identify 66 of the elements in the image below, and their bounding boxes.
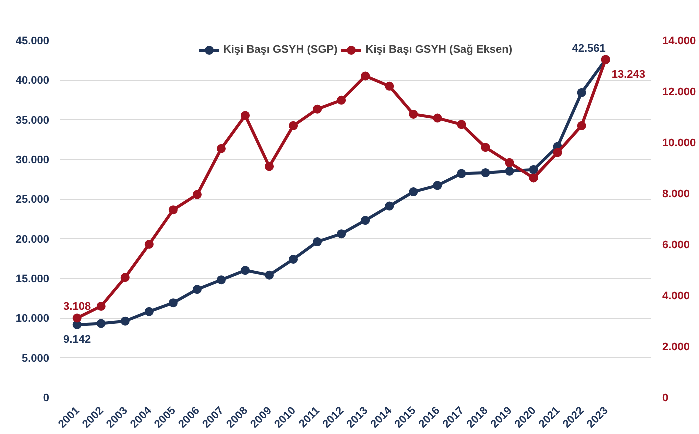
point: [409, 188, 418, 197]
y-tick-label: 20.000: [16, 234, 50, 246]
point: [289, 254, 298, 264]
point: [385, 202, 394, 211]
legend-label: Kişi Başı GSYH (Sağ Eksen): [366, 44, 513, 56]
y2-tick-label: 4.000: [662, 290, 690, 302]
point: [120, 316, 130, 326]
y-tick-label: 10.000: [16, 313, 50, 326]
point: [529, 165, 538, 174]
point: [144, 240, 154, 249]
point: [505, 166, 514, 176]
point: [313, 104, 322, 114]
point: [120, 273, 130, 282]
point: [529, 174, 538, 183]
point: [361, 216, 370, 226]
data-label: 13.243: [612, 68, 646, 81]
y-tick-label: 25.000: [16, 194, 50, 206]
y2-tick-label: 12.000: [662, 86, 696, 98]
point: [457, 169, 466, 178]
point: [433, 181, 442, 190]
point: [168, 298, 178, 308]
point: [192, 285, 202, 294]
y-tick-label: 40.000: [16, 75, 50, 88]
point: [240, 111, 250, 120]
y-tick-label: 30.000: [16, 154, 50, 166]
point: [96, 302, 106, 311]
point: [72, 314, 82, 323]
point: [385, 82, 394, 91]
point: [457, 120, 466, 130]
y2-tick-label: 6.000: [662, 240, 690, 252]
point: [553, 148, 562, 158]
point: [361, 72, 370, 81]
y-tick-label: 0: [43, 392, 50, 404]
point: [216, 144, 226, 154]
y-tick-label: 15.000: [16, 274, 50, 286]
point: [313, 238, 322, 246]
legend-label: Kişi Başı GSYH (SGP): [223, 44, 338, 56]
y-tick-label: 35.000: [16, 114, 50, 127]
point: [192, 190, 202, 200]
data-label: 42.561: [572, 42, 606, 55]
y-tick-label: 5.000: [22, 352, 50, 365]
y2-tick-label: 14.000: [662, 36, 696, 48]
point: [337, 230, 346, 239]
point: [168, 206, 178, 215]
point: [409, 110, 418, 119]
data-label: 9.142: [64, 334, 92, 346]
point: [289, 121, 298, 130]
data-label: 3.108: [64, 301, 92, 314]
y2-tick-label: 2.000: [662, 342, 690, 354]
point: [481, 168, 490, 178]
point: [240, 266, 250, 276]
y2-tick-label: 0: [662, 392, 669, 404]
point: [505, 158, 514, 168]
point: [265, 162, 274, 172]
point: [216, 276, 226, 285]
point: [96, 319, 106, 328]
point: [144, 307, 154, 316]
point: [577, 121, 586, 130]
point: [577, 88, 586, 98]
y2-tick-label: 8.000: [662, 188, 690, 200]
point: [265, 270, 274, 280]
y2-tick-label: 10.000: [662, 138, 696, 150]
point: [481, 143, 490, 152]
point: [433, 114, 442, 123]
point: [337, 96, 346, 105]
y-tick-label: 45.000: [16, 36, 50, 48]
